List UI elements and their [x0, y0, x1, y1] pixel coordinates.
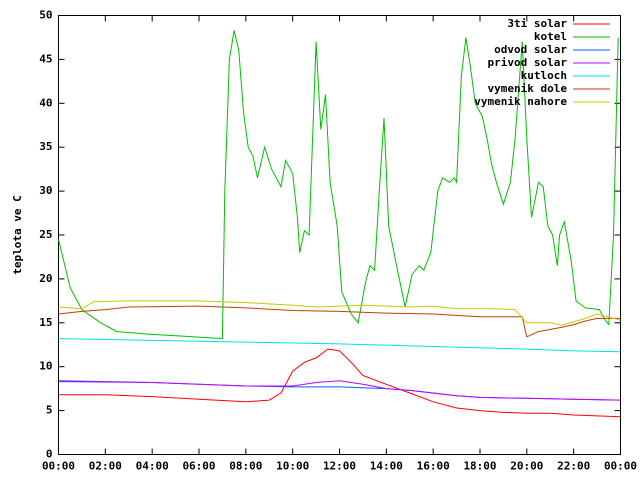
series-line — [58, 380, 621, 401]
y-tick-label: 0 — [46, 448, 53, 461]
x-tick-label: 02:00 — [89, 460, 122, 473]
legend-label: vymenik dole — [488, 82, 568, 95]
x-tick-label: 12:00 — [323, 460, 356, 473]
x-tick-label: 18:00 — [463, 460, 496, 473]
legend-label: 3ti solar — [507, 17, 567, 30]
y-axis-label: teplota ve C — [11, 195, 24, 274]
x-tick-label: 08:00 — [229, 460, 262, 473]
legend-label: kutloch — [521, 69, 567, 82]
x-tick-label: 06:00 — [182, 460, 215, 473]
y-tick-label: 20 — [39, 272, 52, 285]
series-line — [58, 300, 621, 326]
y-tick-label: 15 — [39, 316, 52, 329]
x-tick-label: 04:00 — [136, 460, 169, 473]
series-line — [58, 305, 621, 338]
legend-label: odvod solar — [494, 43, 567, 56]
x-tick-label: 00:00 — [42, 460, 75, 473]
x-tick-label: 16:00 — [417, 460, 450, 473]
legend-label: privod solar — [488, 56, 568, 69]
y-tick-label: 40 — [39, 96, 52, 109]
y-tick-label: 45 — [39, 52, 52, 65]
y-tick-label: 5 — [46, 404, 53, 417]
y-tick-label: 10 — [39, 360, 52, 373]
x-tick-label: 14:00 — [370, 460, 403, 473]
y-tick-label: 35 — [39, 140, 52, 153]
x-tick-label: 10:00 — [276, 460, 309, 473]
series-line — [58, 338, 621, 353]
series-line — [58, 348, 621, 418]
y-tick-label: 25 — [39, 228, 52, 241]
x-tick-label: 00:00 — [604, 460, 637, 473]
legend-label: vymenik nahore — [474, 95, 567, 108]
y-tick-label: 30 — [39, 184, 52, 197]
y-tick-label: 50 — [39, 9, 52, 22]
x-tick-label: 22:00 — [557, 460, 590, 473]
x-tick-label: 20:00 — [510, 460, 543, 473]
series-line — [58, 30, 619, 340]
legend-label: kotel — [534, 30, 567, 43]
